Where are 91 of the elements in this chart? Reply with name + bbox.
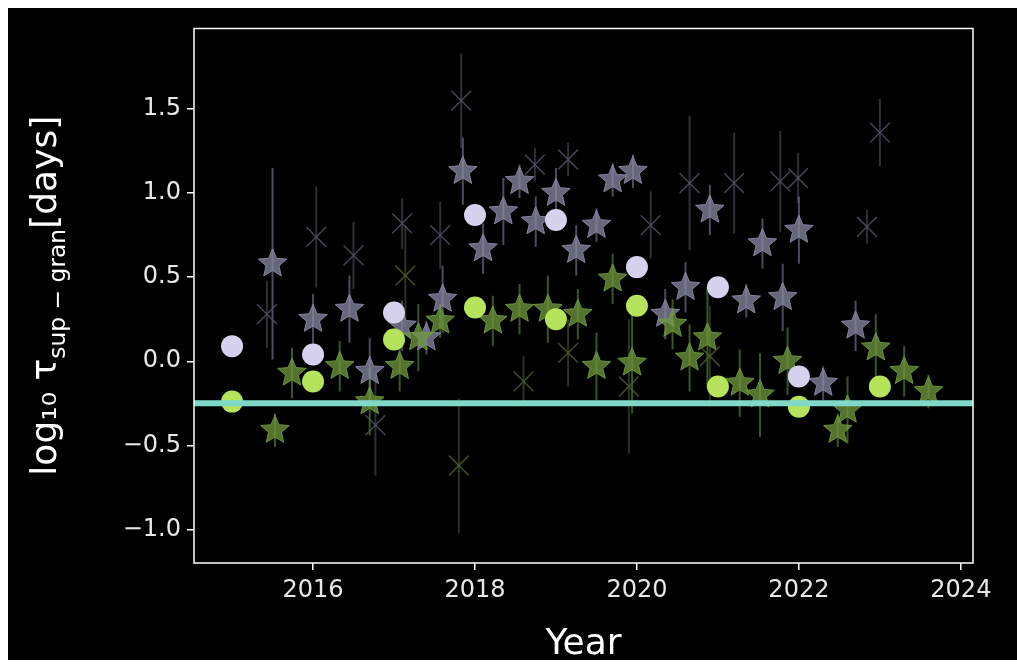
point — [731, 285, 762, 314]
point — [869, 121, 891, 144]
point — [557, 148, 579, 171]
point — [840, 310, 871, 339]
point — [561, 234, 591, 263]
point — [889, 355, 919, 384]
point — [504, 293, 535, 322]
x-axis-title: Year — [544, 621, 622, 662]
point — [808, 367, 838, 396]
x-tick-label: 2020 — [606, 574, 668, 603]
point — [674, 342, 705, 371]
y-tick-label: −1.0 — [122, 513, 181, 542]
point — [364, 414, 387, 436]
point — [597, 164, 628, 193]
point — [425, 305, 455, 334]
x-tick-label: 2018 — [444, 574, 506, 603]
y-tick-label: 0.0 — [142, 345, 181, 374]
point — [429, 224, 451, 246]
point — [221, 335, 244, 358]
point — [563, 298, 593, 327]
point — [769, 170, 791, 193]
point — [787, 167, 809, 189]
point — [723, 172, 745, 194]
y-tick-label: 1.0 — [142, 177, 181, 206]
point — [448, 454, 470, 477]
point — [625, 294, 648, 317]
point — [354, 355, 385, 384]
point — [618, 375, 640, 398]
point — [302, 343, 325, 366]
point — [383, 301, 406, 324]
point — [334, 293, 365, 322]
point — [784, 214, 814, 243]
point — [512, 370, 535, 393]
point — [699, 345, 721, 367]
point — [391, 212, 413, 235]
point — [767, 281, 798, 311]
point — [524, 153, 546, 176]
point — [557, 342, 579, 364]
point — [670, 271, 701, 300]
point — [463, 204, 486, 227]
point — [747, 228, 778, 257]
point — [383, 328, 406, 351]
y-tick-label: −0.5 — [122, 429, 181, 458]
point — [868, 375, 891, 398]
x-tick-label: 2016 — [282, 574, 344, 603]
point — [625, 256, 648, 279]
point — [640, 214, 662, 236]
point — [692, 322, 723, 351]
point — [823, 414, 853, 443]
point — [488, 196, 519, 225]
point — [342, 244, 365, 266]
point — [257, 248, 288, 277]
point — [302, 370, 325, 393]
point — [450, 90, 472, 112]
point — [277, 357, 307, 386]
y-axis-title: log₁₀ τsup − gran[days] — [23, 115, 71, 476]
point — [403, 322, 434, 351]
point — [305, 226, 327, 248]
point — [618, 155, 648, 184]
point — [787, 365, 810, 388]
point — [260, 414, 290, 443]
x-tick-label: 2022 — [768, 574, 830, 603]
point — [384, 350, 415, 379]
point — [468, 233, 498, 262]
y-tick-label: 1.5 — [142, 93, 181, 122]
point — [544, 209, 567, 232]
point — [617, 347, 647, 376]
point — [504, 165, 535, 195]
point — [695, 194, 725, 223]
point — [706, 375, 729, 398]
x-tick-label: 2024 — [930, 574, 992, 603]
point — [448, 155, 478, 184]
point — [541, 177, 571, 206]
point — [298, 303, 328, 332]
point — [678, 172, 701, 194]
point — [324, 350, 355, 379]
point — [657, 308, 688, 337]
point — [427, 283, 458, 312]
point — [856, 216, 878, 238]
point — [706, 276, 729, 299]
y-tick-label: 0.5 — [142, 261, 181, 290]
point — [256, 303, 278, 325]
point — [861, 332, 891, 361]
point — [581, 350, 612, 379]
point — [394, 264, 416, 287]
point — [478, 305, 508, 334]
point — [725, 367, 755, 396]
point — [772, 345, 803, 374]
point — [581, 209, 612, 238]
point — [463, 296, 486, 319]
point — [597, 263, 628, 292]
